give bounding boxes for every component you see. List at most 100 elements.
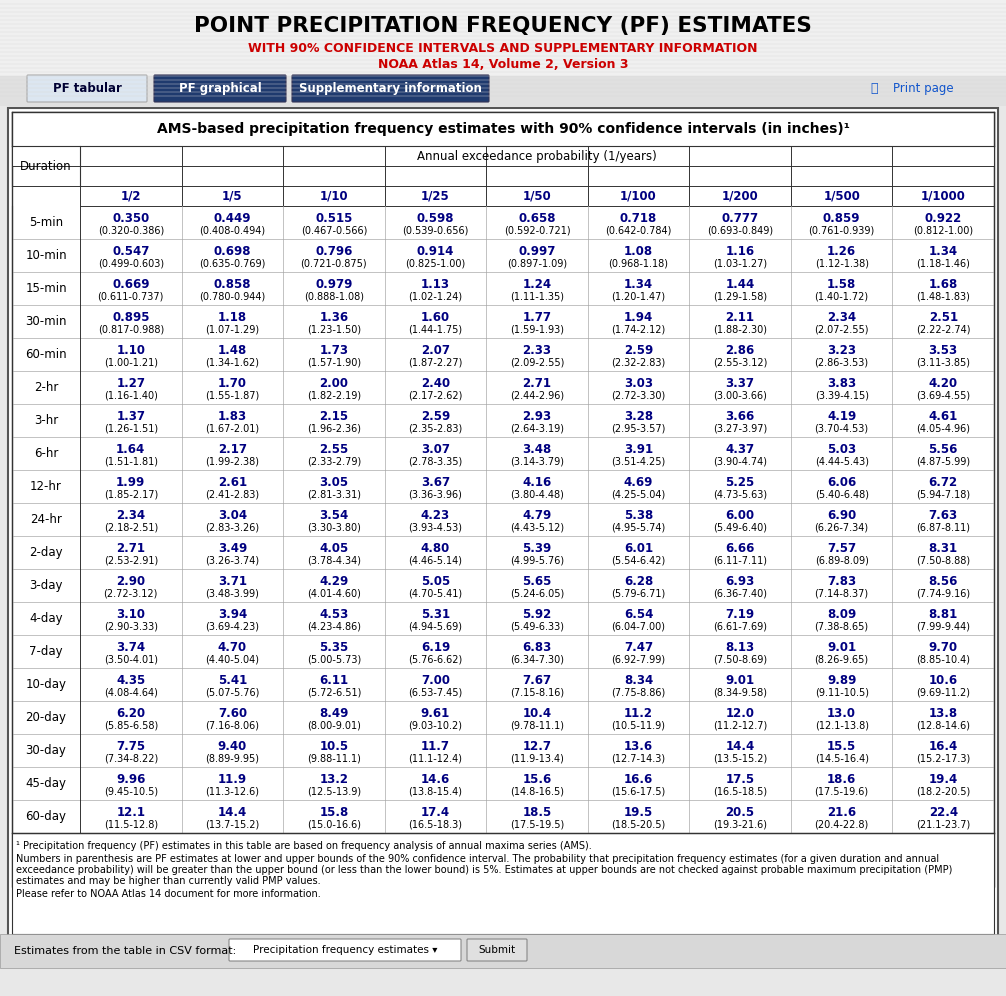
Text: (9.78-11.1): (9.78-11.1): [510, 720, 564, 730]
Text: (0.897-1.09): (0.897-1.09): [507, 258, 567, 268]
Text: (2.32-2.83): (2.32-2.83): [612, 358, 666, 368]
Text: (0.693-0.849): (0.693-0.849): [707, 225, 774, 235]
Text: 1/2: 1/2: [121, 189, 141, 202]
Text: (1.59-1.93): (1.59-1.93): [510, 324, 564, 334]
Text: (5.79-6.71): (5.79-6.71): [612, 588, 666, 598]
Text: 0.449: 0.449: [213, 212, 252, 225]
Text: NOAA Atlas 14, Volume 2, Version 3: NOAA Atlas 14, Volume 2, Version 3: [377, 58, 629, 71]
Text: 20-day: 20-day: [25, 711, 66, 724]
Text: (11.3-12.6): (11.3-12.6): [205, 786, 260, 796]
Text: (2.18-2.51): (2.18-2.51): [104, 522, 158, 532]
Text: (6.53-7.45): (6.53-7.45): [408, 687, 463, 697]
Text: (2.17-2.62): (2.17-2.62): [408, 390, 463, 400]
Text: (3.69-4.23): (3.69-4.23): [205, 622, 260, 631]
Text: 5.38: 5.38: [624, 509, 653, 522]
Bar: [12, 800, 994, 833]
Text: 2.33: 2.33: [522, 344, 551, 357]
Text: 5.35: 5.35: [319, 640, 348, 653]
Text: (1.12-1.38): (1.12-1.38): [815, 258, 868, 268]
FancyBboxPatch shape: [229, 939, 461, 961]
Text: (1.82-2.19): (1.82-2.19): [307, 390, 361, 400]
Text: (4.43-5.12): (4.43-5.12): [510, 522, 564, 532]
Text: 1.34: 1.34: [624, 278, 653, 291]
Text: (7.34-8.22): (7.34-8.22): [104, 753, 158, 763]
Text: 1.83: 1.83: [217, 409, 246, 422]
Text: 8.49: 8.49: [319, 707, 348, 720]
Text: 3.10: 3.10: [117, 608, 145, 621]
FancyBboxPatch shape: [467, 939, 527, 961]
Text: 0.718: 0.718: [620, 212, 657, 225]
Text: (4.46-5.14): (4.46-5.14): [408, 555, 463, 565]
Text: 0.979: 0.979: [315, 278, 352, 291]
Text: 2.90: 2.90: [117, 575, 145, 588]
Text: (6.87-8.11): (6.87-8.11): [916, 522, 970, 532]
Text: PF graphical: PF graphical: [179, 82, 262, 95]
Text: 14.4: 14.4: [725, 740, 754, 753]
Text: (12.5-13.9): (12.5-13.9): [307, 786, 361, 796]
Text: 2-day: 2-day: [29, 546, 62, 559]
Text: (9.69-11.2): (9.69-11.2): [916, 687, 970, 697]
Bar: [12, 569, 994, 602]
Text: 3.37: 3.37: [725, 376, 754, 389]
Text: 2.59: 2.59: [624, 344, 653, 357]
Text: 3.91: 3.91: [624, 442, 653, 456]
Text: 7.00: 7.00: [421, 673, 450, 686]
Text: (8.00-9.01): (8.00-9.01): [307, 720, 361, 730]
Text: (3.78-4.34): (3.78-4.34): [307, 555, 361, 565]
Text: (4.70-5.41): (4.70-5.41): [408, 588, 463, 598]
Text: 1.13: 1.13: [421, 278, 450, 291]
Text: 4.61: 4.61: [929, 409, 958, 422]
FancyBboxPatch shape: [27, 75, 147, 102]
Bar: [12, 470, 994, 503]
Text: (3.93-4.53): (3.93-4.53): [408, 522, 463, 532]
Text: 1/5: 1/5: [222, 189, 242, 202]
Text: (5.40-6.48): (5.40-6.48): [815, 489, 868, 499]
Text: (1.51-1.81): (1.51-1.81): [104, 456, 158, 466]
Text: 4.35: 4.35: [116, 673, 146, 686]
Text: (6.36-7.40): (6.36-7.40): [713, 588, 768, 598]
Text: (5.72-6.51): (5.72-6.51): [307, 687, 361, 697]
Text: 4-day: 4-day: [29, 612, 62, 625]
Text: (13.5-15.2): (13.5-15.2): [713, 753, 768, 763]
Text: 3-day: 3-day: [29, 579, 62, 592]
Text: 0.515: 0.515: [315, 212, 352, 225]
Text: Numbers in parenthesis are PF estimates at lower and upper bounds of the 90% con: Numbers in parenthesis are PF estimates …: [16, 854, 940, 864]
Text: (3.51-4.25): (3.51-4.25): [612, 456, 666, 466]
Text: 15.8: 15.8: [319, 806, 348, 819]
Text: (4.25-5.04): (4.25-5.04): [612, 489, 666, 499]
Text: (4.95-5.74): (4.95-5.74): [612, 522, 666, 532]
Text: (16.5-18.3): (16.5-18.3): [408, 819, 463, 829]
Bar: [12, 635, 994, 668]
Text: 5.31: 5.31: [421, 608, 450, 621]
Text: 17.4: 17.4: [421, 806, 450, 819]
Text: ¹ Precipitation frequency (PF) estimates in this table are based on frequency an: ¹ Precipitation frequency (PF) estimates…: [16, 841, 592, 851]
Text: 30-day: 30-day: [25, 744, 66, 757]
Text: 16.4: 16.4: [929, 740, 958, 753]
Text: (1.00-1.21): (1.00-1.21): [104, 358, 158, 368]
Text: (2.95-3.57): (2.95-3.57): [612, 423, 666, 433]
Text: (4.08-4.64): (4.08-4.64): [104, 687, 158, 697]
Text: 5.65: 5.65: [522, 575, 551, 588]
Text: 0.547: 0.547: [112, 245, 150, 258]
Text: (5.85-6.58): (5.85-6.58): [104, 720, 158, 730]
Text: 1.73: 1.73: [319, 344, 348, 357]
Text: (18.2-20.5): (18.2-20.5): [916, 786, 971, 796]
Text: 13.0: 13.0: [827, 707, 856, 720]
Text: (0.761-0.939): (0.761-0.939): [809, 225, 875, 235]
Text: Submit: Submit: [479, 945, 515, 955]
Bar: [12, 305, 994, 338]
Text: 1.16: 1.16: [725, 245, 754, 258]
Text: 7.57: 7.57: [827, 542, 856, 555]
Text: (19.3-21.6): (19.3-21.6): [713, 819, 768, 829]
Text: 4.79: 4.79: [522, 509, 551, 522]
Text: (11.9-13.4): (11.9-13.4): [510, 753, 564, 763]
Text: (2.07-2.55): (2.07-2.55): [815, 324, 869, 334]
Text: 1.37: 1.37: [117, 409, 145, 422]
Text: (0.817-0.988): (0.817-0.988): [98, 324, 164, 334]
Text: (1.67-2.01): (1.67-2.01): [205, 423, 260, 433]
Text: (4.23-4.86): (4.23-4.86): [307, 622, 361, 631]
Text: 4.05: 4.05: [319, 542, 348, 555]
Text: 2.86: 2.86: [725, 344, 754, 357]
Text: 1/25: 1/25: [422, 189, 450, 202]
Text: 4.16: 4.16: [522, 476, 551, 489]
